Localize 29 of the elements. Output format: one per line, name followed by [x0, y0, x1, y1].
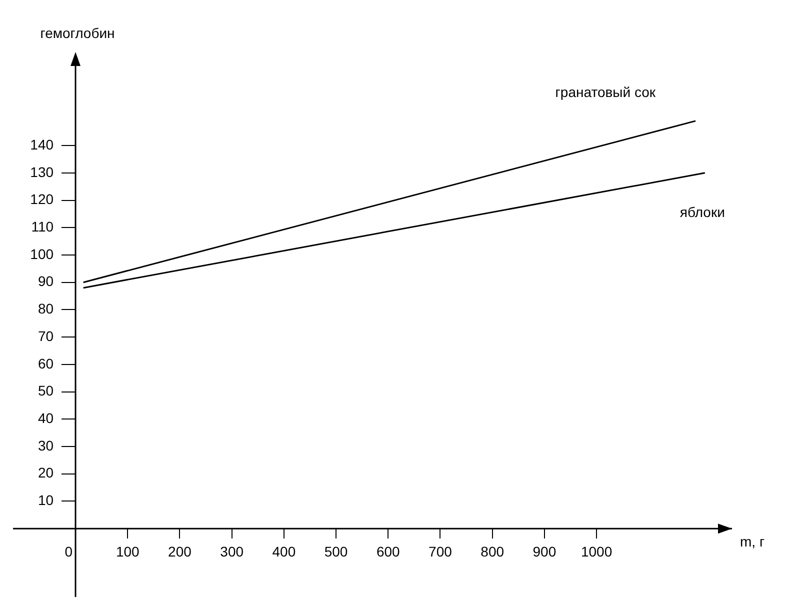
y-tick-label: 100 — [30, 246, 54, 262]
y-tick-label: 10 — [38, 492, 54, 508]
x-tick-label: 100 — [116, 543, 140, 560]
x-tick-label: 200 — [168, 543, 192, 560]
y-tick-label: 90 — [38, 273, 54, 290]
x-tick-label: 0 — [64, 543, 73, 560]
x-tick-label: 600 — [376, 543, 400, 560]
x-tick-label: 900 — [532, 543, 556, 560]
y-tick-label: 80 — [38, 300, 54, 317]
x-tick-label: 800 — [480, 543, 504, 560]
series-label: яблоки — [680, 204, 725, 220]
y-axis-title: гемоглобин — [40, 24, 115, 41]
y-tick-label: 40 — [38, 410, 54, 426]
y-tick-label: 60 — [38, 355, 54, 372]
y-tick-label: 70 — [38, 328, 54, 344]
x-tick-label: 500 — [324, 543, 348, 560]
y-tick-label: 110 — [31, 218, 54, 234]
y-tick-label: 140 — [30, 136, 54, 152]
y-tick-label: 50 — [38, 382, 54, 399]
y-tick-label: 120 — [30, 191, 54, 208]
x-tick-label: 300 — [220, 543, 244, 560]
y-tick-label: 130 — [30, 164, 54, 180]
x-tick-label: 1000 — [580, 543, 612, 560]
y-tick-label: 20 — [38, 464, 54, 481]
x-axis-title: m, г — [740, 533, 765, 550]
text: гранатовый сок — [555, 84, 656, 100]
x-tick-label: 400 — [272, 543, 296, 560]
y-tick-label: 30 — [38, 437, 54, 454]
x-tick-label: 700 — [428, 543, 452, 560]
